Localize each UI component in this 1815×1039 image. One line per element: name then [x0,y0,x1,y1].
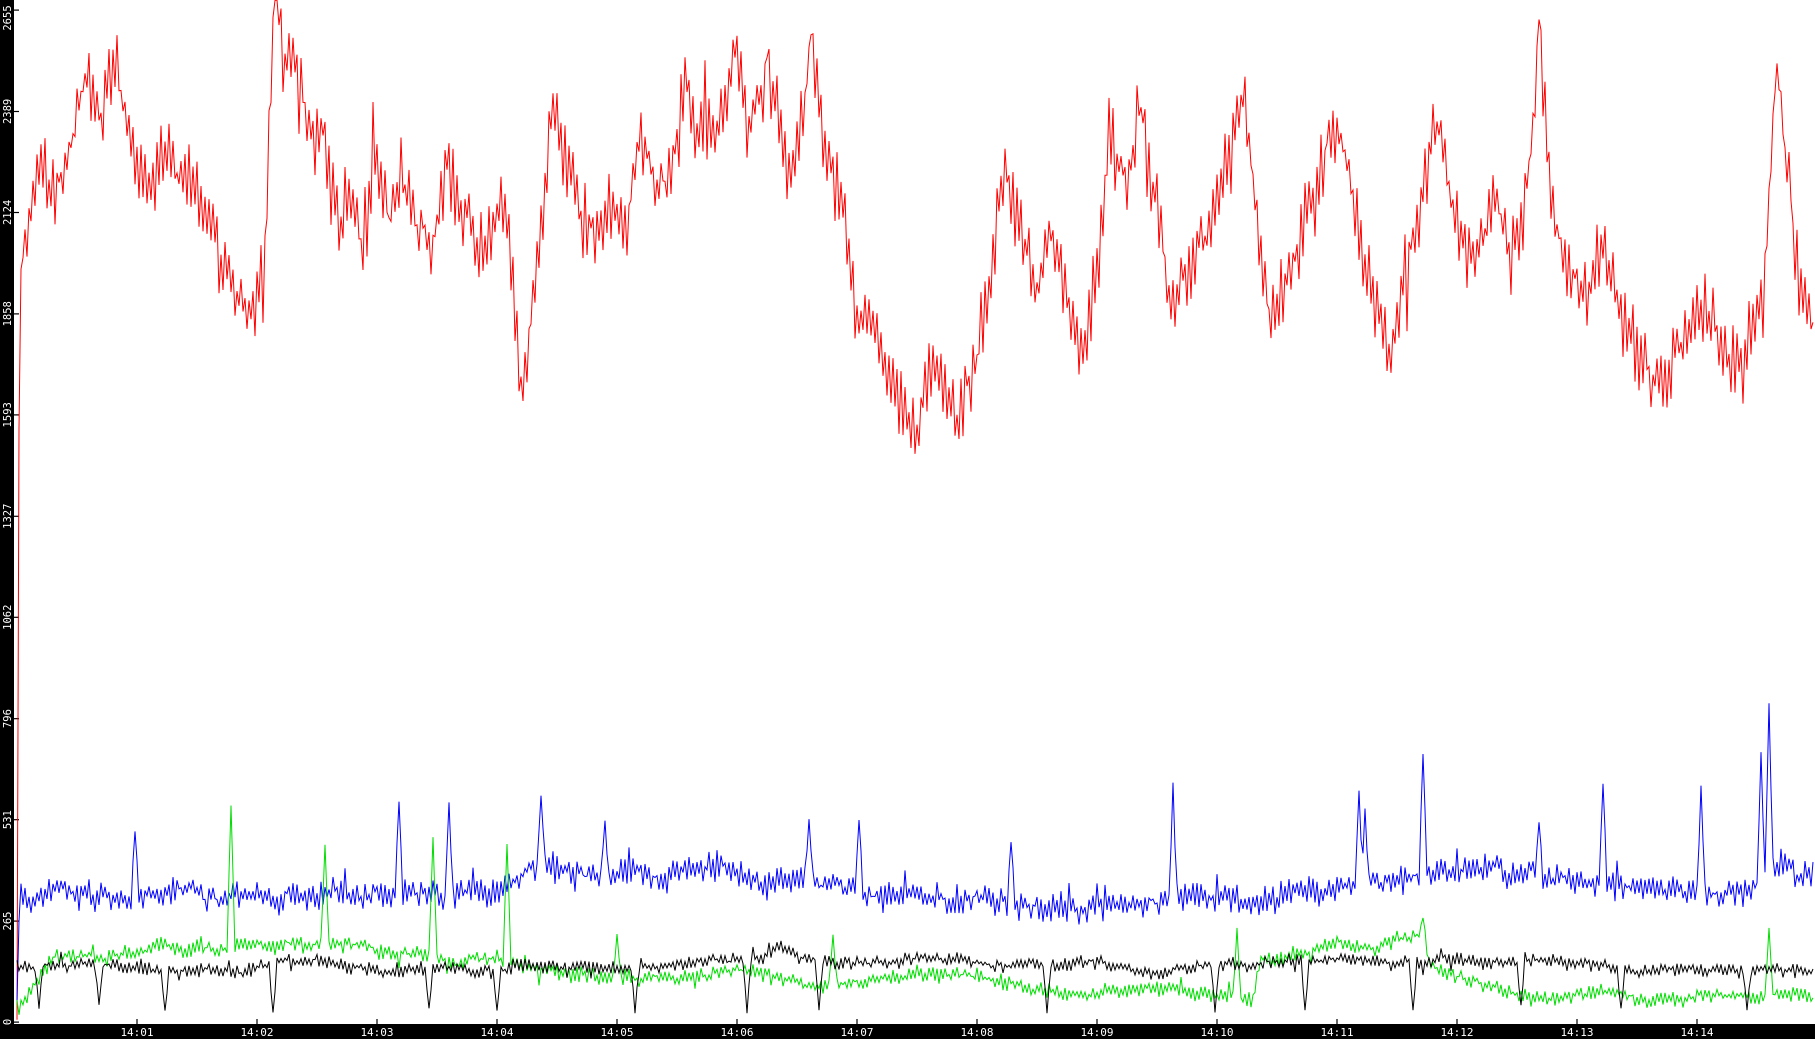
x-tick-mark [1336,1019,1338,1024]
x-tick-mark [1456,1019,1458,1024]
y-tick-mark [14,313,19,315]
x-tick-label: 14:02 [240,1026,273,1039]
x-tick-label: 14:07 [840,1026,873,1039]
red-series-line [16,0,1814,1020]
y-tick-mark [14,414,19,416]
y-tick-label: 1327 [2,504,14,529]
y-tick-mark [14,211,19,214]
x-tick-mark [1096,1019,1098,1024]
x-tick-mark [736,1019,738,1024]
x-tick-mark [496,1019,498,1024]
y-tick-mark [14,819,19,821]
y-axis-bar [0,0,14,1039]
x-tick-label: 14:14 [1680,1026,1713,1039]
y-tick-label: 265 [2,912,14,931]
x-tick-label: 14:05 [600,1026,633,1039]
x-tick-label: 14:10 [1200,1026,1233,1039]
x-tick-mark [856,1019,858,1024]
x-tick-mark [256,1019,258,1024]
x-tick-mark [976,1019,978,1024]
x-tick-mark [616,1019,618,1024]
x-tick-label: 14:06 [720,1026,753,1039]
y-tick-label: 1858 [2,301,14,326]
x-tick-label: 14:08 [960,1026,993,1039]
y-tick-mark [14,110,19,113]
y-tick-mark [14,718,19,720]
x-tick-label: 14:09 [1080,1026,1113,1039]
x-tick-label: 14:01 [120,1026,153,1039]
y-tick-mark [14,1021,19,1023]
x-tick-label: 14:03 [360,1026,393,1039]
x-tick-label: 14:04 [480,1026,513,1039]
y-tick-label: 2655 [2,5,14,30]
y-tick-mark [14,616,19,618]
x-tick-mark [376,1019,378,1024]
black-series-line [16,940,1814,1014]
y-tick-label: 2124 [2,200,14,225]
y-tick-label: 1062 [2,605,14,630]
y-tick-label: 0 [2,1019,14,1025]
y-tick-label: 531 [2,810,14,829]
x-tick-mark [1216,1019,1218,1024]
blue-series-line [16,703,1814,1002]
x-tick-label: 14:13 [1560,1026,1593,1039]
y-tick-label: 2389 [2,99,14,124]
x-tick-mark [136,1019,138,1024]
x-tick-label: 14:12 [1440,1026,1473,1039]
y-tick-label: 1593 [2,402,14,427]
y-tick-mark [14,9,19,11]
y-tick-mark [14,920,19,922]
y-tick-mark [14,515,19,517]
green-series-line [16,805,1814,1015]
x-tick-mark [1576,1019,1578,1024]
y-tick-label: 796 [2,709,14,728]
x-tick-mark [1696,1019,1698,1024]
x-axis-bar [0,1024,1815,1039]
x-tick-label: 14:11 [1320,1026,1353,1039]
